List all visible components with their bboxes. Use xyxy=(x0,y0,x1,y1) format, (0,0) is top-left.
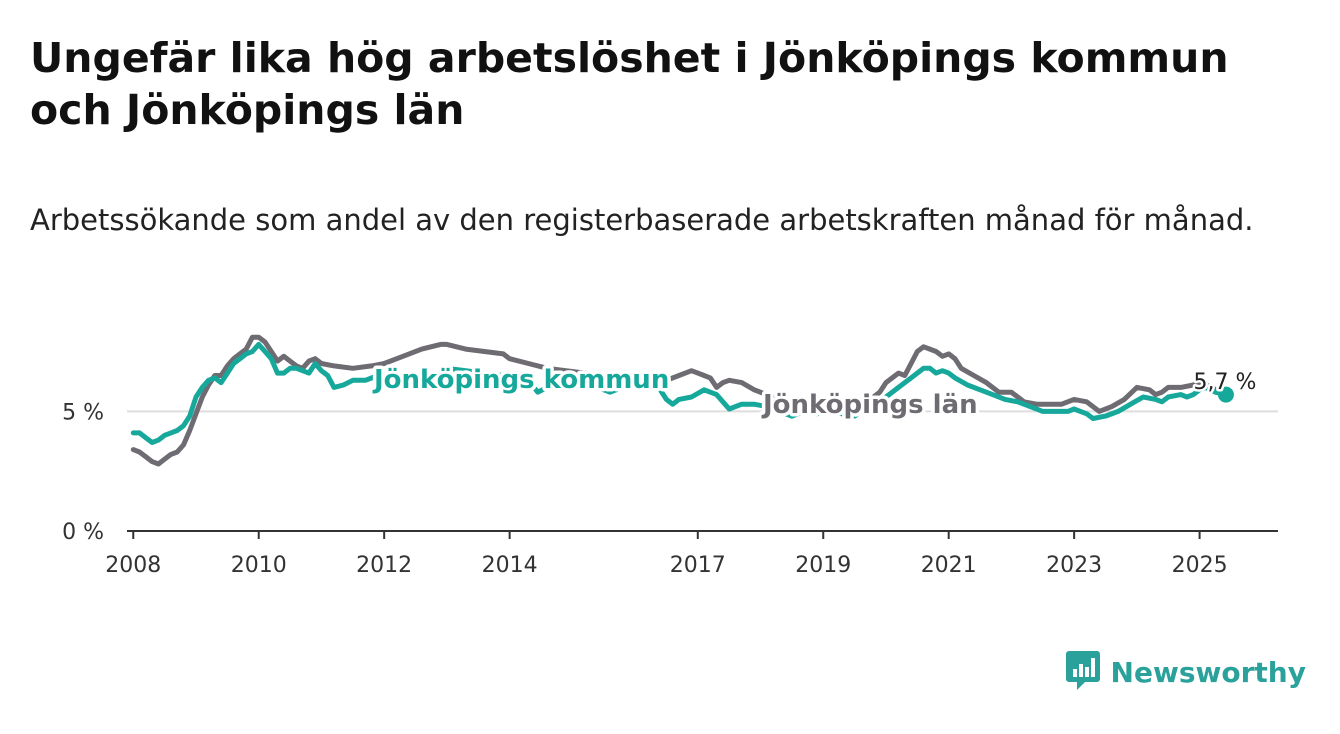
grid-layer: 0 % 5 % 2008 2010 2012 2014 2017 2019 2021 2023 20… xyxy=(62,400,1278,578)
x-tick-label: 2023 xyxy=(1046,553,1102,578)
brand-logo: Newsworthy xyxy=(1065,649,1306,696)
x-tick-label: 2021 xyxy=(921,553,977,578)
x-tick-label: 2012 xyxy=(356,553,412,578)
chart-subtitle: Arbetssökande som andel av den registerb… xyxy=(30,203,1254,237)
x-tick-label: 2025 xyxy=(1172,553,1228,578)
x-tick-label: 2017 xyxy=(670,553,726,578)
series-line-lan xyxy=(130,334,1229,467)
chart-title: Ungefär lika hög arbetslöshet i Jönköpin… xyxy=(30,34,1229,134)
series-label-kommun: Jönköpings kommun xyxy=(372,365,669,395)
series-line-kommun xyxy=(130,341,1229,445)
x-tick-label: 2014 xyxy=(482,553,538,578)
line-layer xyxy=(130,334,1234,467)
y-tick-label: 5 % xyxy=(62,400,104,425)
newsworthy-logo-icon xyxy=(1065,649,1101,696)
x-tick-label: 2008 xyxy=(105,553,161,578)
series-label-lan: Jönköpings län xyxy=(761,390,978,420)
end-point-marker xyxy=(1217,386,1234,403)
x-tick-label: 2010 xyxy=(231,553,287,578)
end-value-label: 5,7 % xyxy=(1194,370,1257,395)
y-tick-label: 0 % xyxy=(62,520,104,545)
brand-name: Newsworthy xyxy=(1110,656,1306,689)
label-layer: Jönköpings kommun Jönköpings län 5,7 % xyxy=(369,362,1259,424)
x-tick-label: 2019 xyxy=(795,553,851,578)
